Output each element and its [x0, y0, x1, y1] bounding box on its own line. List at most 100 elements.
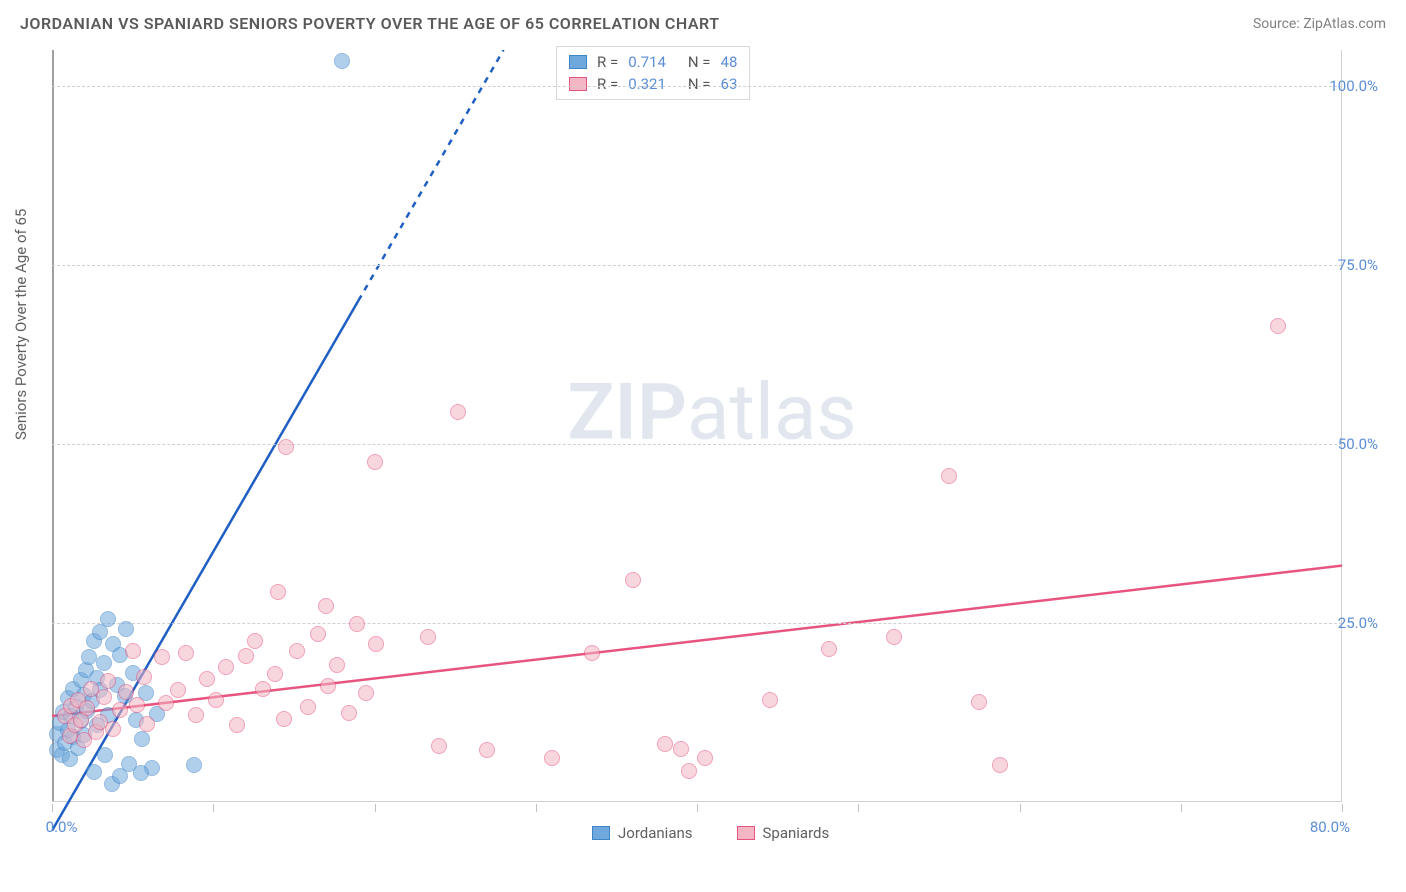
scatter-point — [139, 716, 155, 732]
scatter-point — [681, 763, 697, 779]
series-legend: Jordanians Spaniards — [592, 824, 829, 842]
scatter-point — [100, 611, 116, 627]
x-tick-label: 80.0% — [1310, 818, 1350, 836]
scatter-point — [199, 671, 215, 687]
scatter-point — [218, 659, 234, 675]
scatter-point — [270, 584, 286, 600]
header: JORDANIAN VS SPANIARD SENIORS POVERTY OV… — [0, 0, 1406, 41]
scatter-point — [86, 764, 102, 780]
scatter-point — [358, 685, 374, 701]
x-tick-label: 0.0% — [46, 818, 78, 836]
scatter-point — [584, 645, 600, 661]
gridline-h — [52, 623, 1342, 624]
scatter-point — [178, 645, 194, 661]
scatter-point — [479, 742, 495, 758]
scatter-point — [971, 694, 987, 710]
scatter-point — [334, 53, 350, 69]
scatter-point — [367, 454, 383, 470]
scatter-point — [420, 629, 436, 645]
scatter-point — [112, 702, 128, 718]
scatter-point — [886, 629, 902, 645]
scatter-point — [821, 641, 837, 657]
scatter-point — [188, 707, 204, 723]
scatter-point — [276, 711, 292, 727]
scatter-point — [96, 689, 112, 705]
y-tick-label: 50.0% — [1338, 435, 1378, 453]
scatter-point — [186, 757, 202, 773]
scatter-point — [450, 404, 466, 420]
legend-item-jordanians: Jordanians — [592, 824, 693, 842]
chart-title: JORDANIAN VS SPANIARD SENIORS POVERTY OV… — [20, 14, 720, 33]
x-tick — [1181, 804, 1182, 812]
x-tick — [697, 804, 698, 812]
y-axis-label: Seniors Poverty Over the Age of 65 — [12, 209, 30, 440]
scatter-point — [154, 649, 170, 665]
scatter-point — [208, 692, 224, 708]
y-axis-line — [52, 50, 54, 802]
scatter-point — [941, 468, 957, 484]
plot-area: ZIPatlas R = 0.714 N = 48 R = 0.321 N = … — [52, 50, 1372, 840]
scatter-point — [697, 750, 713, 766]
scatter-point — [657, 736, 673, 752]
scatter-point — [267, 666, 283, 682]
gridline-h — [52, 86, 1342, 87]
scatter-point — [431, 738, 447, 754]
legend-item-spaniards: Spaniards — [737, 824, 830, 842]
x-tick — [213, 804, 214, 812]
scatter-point — [255, 681, 271, 697]
scatter-point — [318, 598, 334, 614]
gridline-h — [52, 265, 1342, 266]
scatter-point — [329, 657, 345, 673]
gridline-h — [52, 444, 1342, 445]
scatter-point — [105, 721, 121, 737]
stats-legend-row: R = 0.714 N = 48 — [569, 51, 737, 73]
y-tick-label: 25.0% — [1338, 614, 1378, 632]
scatter-point — [129, 697, 145, 713]
scatter-point — [300, 699, 316, 715]
scatter-point — [158, 695, 174, 711]
scatter-point — [320, 678, 336, 694]
scatter-point — [134, 731, 150, 747]
y-tick-label: 75.0% — [1338, 256, 1378, 274]
x-tick — [536, 804, 537, 812]
x-tick — [1342, 804, 1343, 812]
source-attribution: Source: ZipAtlas.com — [1253, 16, 1386, 32]
x-tick — [52, 804, 53, 812]
swatch-jordanians — [592, 826, 610, 840]
scatter-point — [97, 747, 113, 763]
swatch-spaniards — [737, 826, 755, 840]
scatter-point — [229, 717, 245, 733]
scatter-point — [238, 648, 254, 664]
scatter-point — [762, 692, 778, 708]
scatter-point — [125, 643, 141, 659]
swatch-jordanians — [569, 55, 587, 69]
scatter-point — [247, 633, 263, 649]
scatter-point — [289, 643, 305, 659]
scatter-point — [992, 757, 1008, 773]
chart-container: JORDANIAN VS SPANIARD SENIORS POVERTY OV… — [0, 0, 1406, 892]
scatter-point — [118, 621, 134, 637]
scatter-point — [100, 673, 116, 689]
y-tick-label: 100.0% — [1329, 77, 1378, 95]
scatter-point — [310, 626, 326, 642]
right-axis-line — [1341, 50, 1342, 802]
stats-legend: R = 0.714 N = 48 R = 0.321 N = 63 — [556, 46, 750, 100]
scatter-point — [673, 741, 689, 757]
x-tick — [1020, 804, 1021, 812]
scatter-point — [1270, 318, 1286, 334]
scatter-point — [544, 750, 560, 766]
scatter-point — [136, 669, 152, 685]
x-tick — [858, 804, 859, 812]
scatter-point — [278, 439, 294, 455]
x-axis-baseline — [52, 801, 1342, 802]
swatch-spaniards — [569, 77, 587, 91]
scatter-point — [349, 616, 365, 632]
scatter-point — [112, 768, 128, 784]
scatter-point — [341, 705, 357, 721]
stats-legend-row: R = 0.321 N = 63 — [569, 73, 737, 95]
x-tick — [375, 804, 376, 812]
scatter-point — [79, 700, 95, 716]
scatter-point — [96, 655, 112, 671]
watermark: ZIPatlas — [567, 368, 856, 459]
scatter-point — [133, 765, 149, 781]
